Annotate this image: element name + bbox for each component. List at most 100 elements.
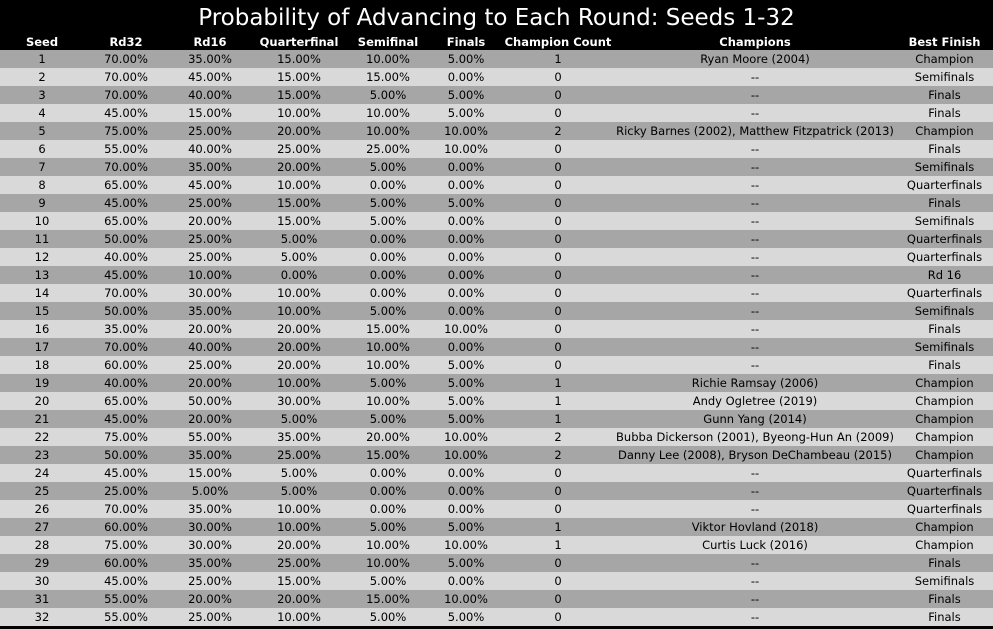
column-header-best-finish: Best Finish	[896, 34, 993, 50]
seed-cell: 26	[0, 500, 84, 518]
rd16-cell: 20.00%	[168, 374, 252, 392]
finals-cell: 0.00%	[430, 248, 502, 266]
rd32-cell: 75.00%	[84, 428, 168, 446]
quarterfinal-cell: 30.00%	[252, 392, 346, 410]
finals-cell: 0.00%	[430, 266, 502, 284]
champions-cell: --	[614, 194, 896, 212]
champions-cell: --	[614, 338, 896, 356]
seed-cell: 11	[0, 230, 84, 248]
champions-cell: Ricky Barnes (2002), Matthew Fitzpatrick…	[614, 122, 896, 140]
champion-count-cell: 2	[502, 122, 614, 140]
rd16-cell: 40.00%	[168, 140, 252, 158]
finals-cell: 5.00%	[430, 410, 502, 428]
finals-cell: 10.00%	[430, 446, 502, 464]
semifinal-cell: 5.00%	[346, 158, 430, 176]
quarterfinal-cell: 25.00%	[252, 554, 346, 572]
semifinal-cell: 5.00%	[346, 410, 430, 428]
champions-cell: --	[614, 176, 896, 194]
chart-title: Probability of Advancing to Each Round: …	[198, 5, 795, 31]
best-finish-cell: Rd 16	[896, 266, 993, 284]
rd32-cell: 55.00%	[84, 140, 168, 158]
semifinal-cell: 10.00%	[346, 392, 430, 410]
table-row: 27 60.00% 30.00% 10.00% 5.00% 5.00% 1 Viktor Ho…	[0, 518, 993, 536]
seed-cell: 15	[0, 302, 84, 320]
champion-count-cell: 0	[502, 212, 614, 230]
finals-cell: 10.00%	[430, 320, 502, 338]
quarterfinal-cell: 5.00%	[252, 410, 346, 428]
rd32-cell: 70.00%	[84, 68, 168, 86]
champions-cell: --	[614, 104, 896, 122]
seed-cell: 10	[0, 212, 84, 230]
table-row: 32 55.00% 25.00% 10.00% 5.00% 5.00% 0 -- Finals	[0, 608, 993, 626]
table-row: 24 45.00% 15.00% 5.00% 0.00% 0.00% 0 -- Quarterf…	[0, 464, 993, 482]
rd32-cell: 55.00%	[84, 590, 168, 608]
table-row: 30 45.00% 25.00% 15.00% 5.00% 0.00% 0 -- Semifin…	[0, 572, 993, 590]
best-finish-cell: Finals	[896, 590, 993, 608]
rd16-cell: 35.00%	[168, 302, 252, 320]
rd16-cell: 25.00%	[168, 248, 252, 266]
rd16-cell: 25.00%	[168, 356, 252, 374]
finals-cell: 5.00%	[430, 194, 502, 212]
table-row: 18 60.00% 25.00% 20.00% 10.00% 5.00% 0 -- Finals	[0, 356, 993, 374]
rd16-cell: 45.00%	[168, 176, 252, 194]
semifinal-cell: 15.00%	[346, 446, 430, 464]
rd16-cell: 50.00%	[168, 392, 252, 410]
semifinal-cell: 15.00%	[346, 68, 430, 86]
semifinal-cell: 10.00%	[346, 104, 430, 122]
champion-count-cell: 0	[502, 158, 614, 176]
champion-count-cell: 0	[502, 284, 614, 302]
champions-cell: Ryan Moore (2004)	[614, 50, 896, 68]
champions-cell: --	[614, 554, 896, 572]
finals-cell: 0.00%	[430, 482, 502, 500]
champions-cell: --	[614, 590, 896, 608]
quarterfinal-cell: 10.00%	[252, 302, 346, 320]
best-finish-cell: Semifinals	[896, 212, 993, 230]
table-row: 11 50.00% 25.00% 5.00% 0.00% 0.00% 0 -- Quarterf…	[0, 230, 993, 248]
rd32-cell: 25.00%	[84, 482, 168, 500]
semifinal-cell: 0.00%	[346, 500, 430, 518]
champions-cell: --	[614, 572, 896, 590]
best-finish-cell: Finals	[896, 554, 993, 572]
seed-cell: 21	[0, 410, 84, 428]
best-finish-cell: Champion	[896, 536, 993, 554]
rd16-cell: 45.00%	[168, 68, 252, 86]
champion-count-cell: 1	[502, 374, 614, 392]
champion-count-cell: 0	[502, 482, 614, 500]
best-finish-cell: Finals	[896, 194, 993, 212]
column-header-rd16: Rd16	[168, 34, 252, 50]
champions-cell: --	[614, 68, 896, 86]
quarterfinal-cell: 15.00%	[252, 194, 346, 212]
seed-cell: 14	[0, 284, 84, 302]
table-row: 8 65.00% 45.00% 10.00% 0.00% 0.00% 0 -- Quarterf…	[0, 176, 993, 194]
champion-count-cell: 0	[502, 356, 614, 374]
best-finish-cell: Finals	[896, 104, 993, 122]
seed-cell: 3	[0, 86, 84, 104]
finals-cell: 5.00%	[430, 104, 502, 122]
best-finish-cell: Quarterfinals	[896, 230, 993, 248]
quarterfinal-cell: 15.00%	[252, 86, 346, 104]
finals-cell: 10.00%	[430, 590, 502, 608]
column-header-rd32: Rd32	[84, 34, 168, 50]
finals-cell: 5.00%	[430, 374, 502, 392]
rd16-cell: 30.00%	[168, 536, 252, 554]
table-row: 9 45.00% 25.00% 15.00% 5.00% 5.00% 0 -- Finals	[0, 194, 993, 212]
semifinal-cell: 10.00%	[346, 50, 430, 68]
rd16-cell: 55.00%	[168, 428, 252, 446]
best-finish-cell: Semifinals	[896, 158, 993, 176]
champions-cell: Andy Ogletree (2019)	[614, 392, 896, 410]
champion-count-cell: 1	[502, 50, 614, 68]
best-finish-cell: Champion	[896, 446, 993, 464]
rd16-cell: 20.00%	[168, 410, 252, 428]
rd16-cell: 15.00%	[168, 104, 252, 122]
champions-cell: --	[614, 86, 896, 104]
champions-cell: --	[614, 356, 896, 374]
column-header-quarterfinal: Quarterfinal	[252, 34, 346, 50]
champions-cell: --	[614, 500, 896, 518]
rd32-cell: 60.00%	[84, 554, 168, 572]
rd32-cell: 60.00%	[84, 518, 168, 536]
table-row: 17 70.00% 40.00% 20.00% 10.00% 0.00% 0 -- Semifi…	[0, 338, 993, 356]
rd16-cell: 35.00%	[168, 500, 252, 518]
quarterfinal-cell: 10.00%	[252, 518, 346, 536]
semifinal-cell: 5.00%	[346, 608, 430, 626]
rd32-cell: 40.00%	[84, 374, 168, 392]
